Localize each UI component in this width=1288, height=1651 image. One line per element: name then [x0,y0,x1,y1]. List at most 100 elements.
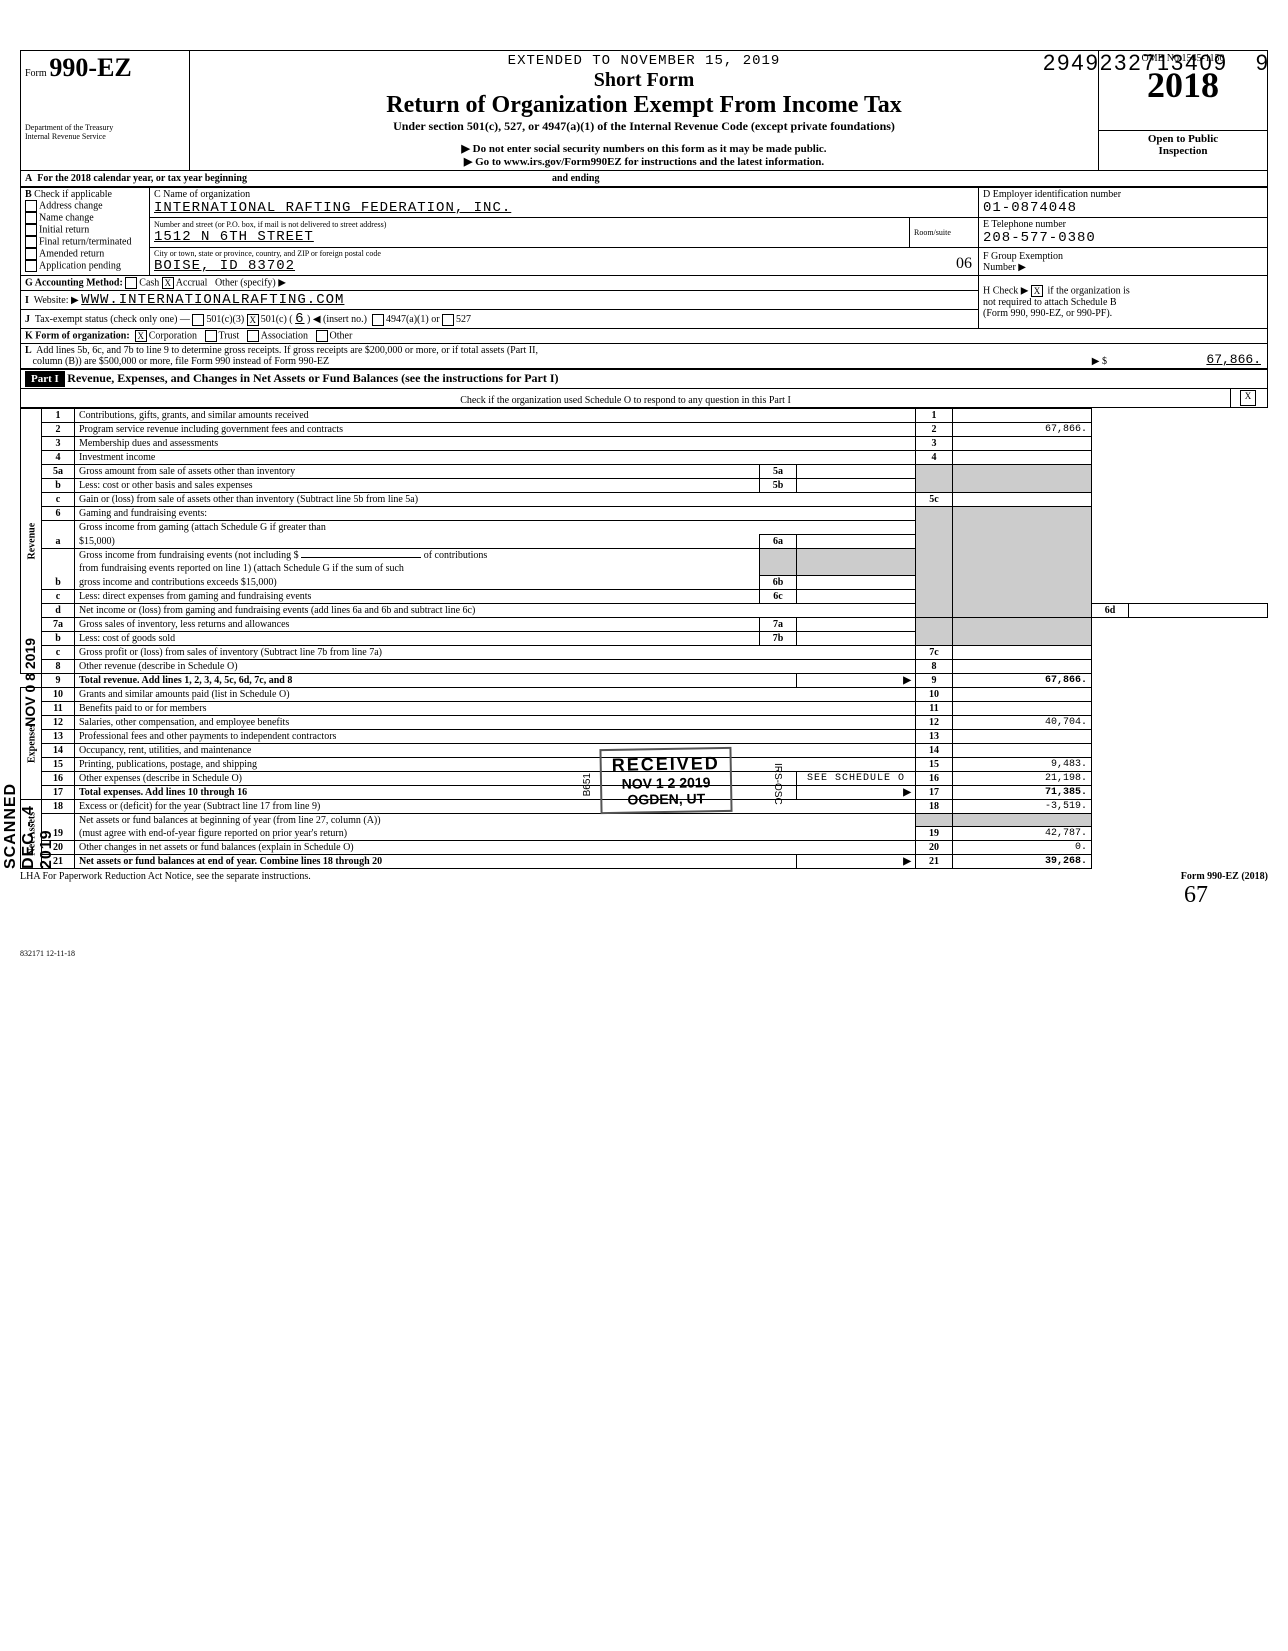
street-value: 1512 N 6TH STREET [154,229,905,245]
line-19-desc: Net assets or fund balances at beginning… [75,813,916,827]
row-h-text2: not required to attach Schedule B [983,297,1117,308]
line-15-value: 9,483. [953,757,1092,771]
cb-527[interactable] [442,314,454,326]
ein-value: 01-0874048 [983,200,1263,216]
cb-schedule-b[interactable]: X [1031,285,1043,297]
line-6b-desc2: of contributions [424,550,488,561]
lbl-name-change: Name change [39,212,94,223]
gray-7ab [916,617,953,645]
line-4-rnum: 4 [916,451,953,465]
cb-501c[interactable]: X [247,314,259,326]
document-locator-number: 2949232713409 [1043,50,1228,76]
line-6d-rnum: 6d [1092,603,1129,617]
line-7a-subnum: 7a [760,617,797,631]
line-7b-num: b [42,631,75,645]
line-14-value [953,743,1092,757]
row-i-label: I [25,295,29,306]
line-15-rnum: 15 [916,757,953,771]
line-8-num: 8 [42,659,75,673]
cb-4947a1[interactable] [372,314,384,326]
row-h-label: H Check ▶ [983,285,1028,296]
website-url: WWW.INTERNATIONALRAFTING.COM [81,292,344,308]
extended-date: EXTENDED TO NOVEMBER 15, 2019 [194,53,1094,69]
open-public-2: Inspection [1103,145,1263,157]
gray-6 [916,507,953,618]
line-9-rnum: 9 [916,673,953,687]
page-number-9: 9 [1256,50,1268,76]
line-9-arrow: ▶ [797,673,916,687]
box-e-label: E Telephone number [983,219,1263,230]
city-label: City or town, state or province, country… [154,249,974,258]
lbl-association: Association [261,330,308,341]
line-6d-value [1129,603,1268,617]
lbl-trust: Trust [219,330,240,341]
line-6-desc: Gaming and fundraising events: [75,507,916,521]
line-6a-subnum: 6a [760,535,797,549]
cb-accrual[interactable]: X [162,277,174,289]
line-18-value: -3,519. [953,799,1092,813]
line-8-value [953,659,1092,673]
line-6c-subnum: 6c [760,589,797,603]
line-12-rnum: 12 [916,715,953,729]
line-9-desc: Total revenue. Add lines 1, 2, 3, 4, 5c,… [75,673,797,687]
line-8-desc: Other revenue (describe in Schedule O) [75,659,916,673]
line-6b-desc3: from fundraising events reported on line… [75,562,760,575]
main-title: Return of Organization Exempt From Incom… [194,92,1094,119]
row-i-text: Website: ▶ [34,295,79,306]
short-form-label: Short Form [194,69,1094,92]
line-6-num: 6 [42,507,75,521]
line-13-rnum: 13 [916,729,953,743]
lbl-application-pending: Application pending [39,260,121,271]
cb-cash[interactable] [125,277,137,289]
box-c-label: C Name of organization [154,189,974,200]
cb-501c3[interactable] [192,314,204,326]
organization-name: INTERNATIONAL RAFTING FEDERATION, INC. [154,200,974,216]
line-6a-num: a [42,521,75,549]
lbl-other-method: Other (specify) ▶ [215,277,286,288]
lbl-other-org: Other [330,330,353,341]
stamp-left-code: B651 [582,773,593,796]
cb-association[interactable] [247,330,259,342]
box-f-label: F Group Exemption [983,251,1263,262]
line-12-desc: Salaries, other compensation, and employ… [75,715,916,729]
lbl-initial-return: Initial return [39,224,89,235]
form-number: 990-EZ [49,53,131,82]
part1-label: Part I [25,371,65,387]
line-15-desc: Printing, publications, postage, and shi… [75,757,916,771]
line-3-desc: Membership dues and assessments [75,437,916,451]
line-20-value: 0. [953,841,1092,855]
line-5b-subval [797,479,916,493]
cb-initial-return[interactable] [25,224,37,236]
line-11-desc: Benefits paid to or for members [75,701,916,715]
lbl-corporation: Corporation [149,330,197,341]
line-7b-desc: Less: cost of goods sold [75,631,760,645]
stamp-date: NOV 1 2 2019 [612,774,720,792]
preparer-initials: 67 [20,882,1268,909]
dept-irs: Internal Revenue Service [25,132,185,141]
line-10-value [953,687,1092,701]
cb-schedule-o-used[interactable]: X [1240,390,1256,406]
cb-amended-return[interactable] [25,248,37,260]
cb-corporation[interactable]: X [135,330,147,342]
line-7a-num: 7a [42,617,75,631]
cb-name-change[interactable] [25,212,37,224]
line-6c-subval [797,589,916,603]
line-20-rnum: 20 [916,841,953,855]
instruction-website: ▶ Go to www.irs.gov/Form990EZ for instru… [194,155,1094,168]
line-3-value [953,437,1092,451]
cb-application-pending[interactable] [25,260,37,272]
line-5b-num: b [42,479,75,493]
cb-final-return[interactable] [25,236,37,248]
cb-trust[interactable] [205,330,217,342]
cb-other-org[interactable] [316,330,328,342]
line-5c-num: c [42,493,75,507]
line-7c-num: c [42,645,75,659]
line-19-desc2: (must agree with end-of-year figure repo… [75,827,916,841]
open-public-1: Open to Public [1103,133,1263,145]
cb-address-change[interactable] [25,200,37,212]
form-label: Form [25,68,47,79]
line-1-num: 1 [42,409,75,423]
footer-form: Form 990-EZ (2018) [1181,871,1268,882]
line-5a-desc: Gross amount from sale of assets other t… [75,465,760,479]
line-9-num: 9 [42,673,75,687]
